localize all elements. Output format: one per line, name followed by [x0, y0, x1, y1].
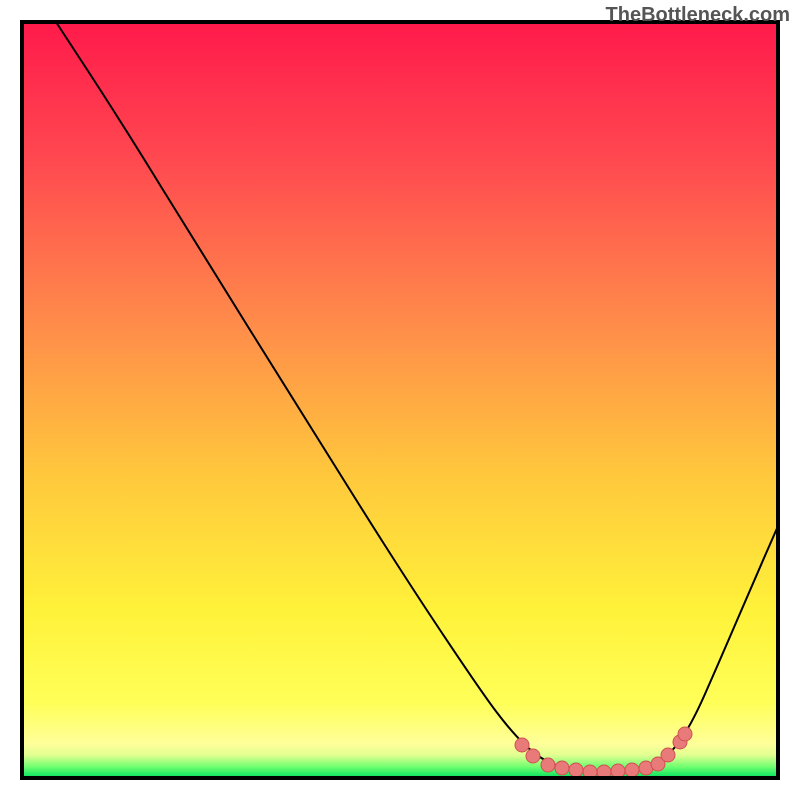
- data-marker: [555, 761, 569, 775]
- watermark-text: TheBottleneck.com: [606, 4, 790, 27]
- data-marker: [526, 749, 540, 763]
- data-marker: [661, 748, 675, 762]
- data-marker: [541, 758, 555, 772]
- chart-svg: [0, 0, 800, 800]
- data-marker: [678, 727, 692, 741]
- data-marker: [569, 763, 583, 777]
- plot-background: [22, 22, 778, 778]
- data-marker: [625, 763, 639, 777]
- chart-container: TheBottleneck.com: [0, 0, 800, 800]
- data-marker: [515, 738, 529, 752]
- data-marker: [611, 764, 625, 778]
